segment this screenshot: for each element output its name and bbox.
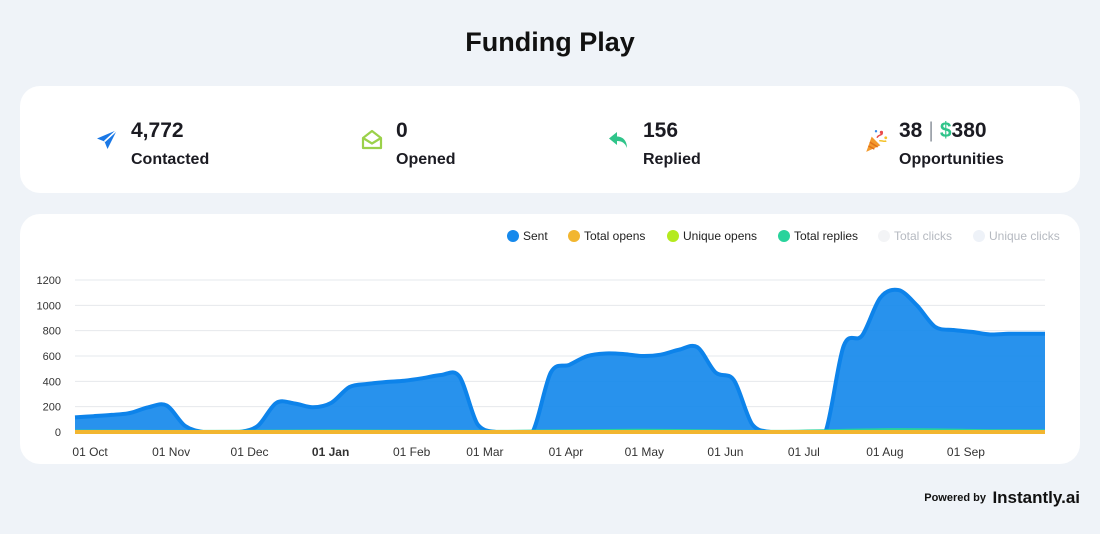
- value-separator: |: [928, 119, 934, 142]
- y-tick-label: 200: [43, 402, 61, 414]
- y-tick-label: 800: [43, 326, 61, 338]
- legend-label: Total opens: [584, 229, 646, 243]
- opportunities-label: Opportunities: [899, 151, 1004, 168]
- opportunities-amount: 380: [951, 119, 987, 142]
- x-tick-label: 01 Mar: [466, 445, 503, 459]
- paper-plane-icon: [95, 128, 119, 152]
- legend-label: Total clicks: [894, 229, 953, 243]
- legend-label: Total replies: [794, 229, 859, 243]
- contacted-label: Contacted: [131, 151, 210, 168]
- legend-dot: [667, 230, 679, 242]
- x-tick-label: 01 Jun: [707, 445, 743, 459]
- legend-label: Unique opens: [683, 229, 758, 243]
- x-tick-label: 01 Apr: [549, 445, 584, 459]
- x-tick-label: 01 Oct: [72, 445, 108, 459]
- legend-dot: [568, 230, 580, 242]
- y-tick-label: 1200: [37, 275, 61, 287]
- x-tick-label: 01 Jan: [312, 445, 349, 459]
- party-popper-icon: [863, 128, 888, 152]
- y-tick-label: 600: [43, 351, 61, 363]
- powered-by-text: Powered by: [924, 492, 986, 504]
- replied-label: Replied: [643, 151, 701, 168]
- replied-value: 156: [643, 119, 679, 142]
- x-tick-label: 01 Dec: [231, 445, 269, 459]
- legend-dot: [507, 230, 519, 242]
- currency-symbol: $: [939, 119, 952, 142]
- y-tick-label: 0: [55, 427, 61, 439]
- y-tick-label: 400: [43, 376, 61, 388]
- opened-value: 0: [396, 119, 408, 142]
- powered-by-footer: Powered by Instantly.ai: [924, 488, 1080, 508]
- series-area-sent: [75, 289, 1045, 432]
- stats-card: 4,772 Contacted 0 Opened 156 Replied: [20, 86, 1080, 193]
- x-tick-label: 01 May: [625, 445, 664, 459]
- legend-label: Unique clicks: [989, 229, 1060, 243]
- legend-dot: [878, 230, 890, 242]
- open-envelope-icon: [360, 128, 384, 152]
- contacted-value: 4,772: [131, 119, 184, 142]
- opened-label: Opened: [396, 151, 456, 168]
- y-tick-label: 1000: [37, 300, 61, 312]
- legend-label: Sent: [523, 229, 548, 243]
- opportunities-value: 38 | $380: [899, 119, 987, 143]
- x-tick-label: 01 Sep: [947, 445, 985, 459]
- x-tick-label: 01 Aug: [866, 445, 903, 459]
- legend-dot: [778, 230, 790, 242]
- instantly-logo[interactable]: Instantly.ai: [992, 488, 1080, 507]
- x-tick-label: 01 Feb: [393, 445, 431, 459]
- reply-arrow-icon: [607, 128, 631, 152]
- opportunities-count: 38: [899, 119, 923, 142]
- x-tick-label: 01 Jul: [788, 445, 820, 459]
- page-title: Funding Play: [465, 27, 635, 57]
- chart-legend: Sent Total opens Unique opens Total repl…: [0, 229, 1100, 243]
- legend-dot: [973, 230, 985, 242]
- x-tick-label: 01 Nov: [152, 445, 190, 459]
